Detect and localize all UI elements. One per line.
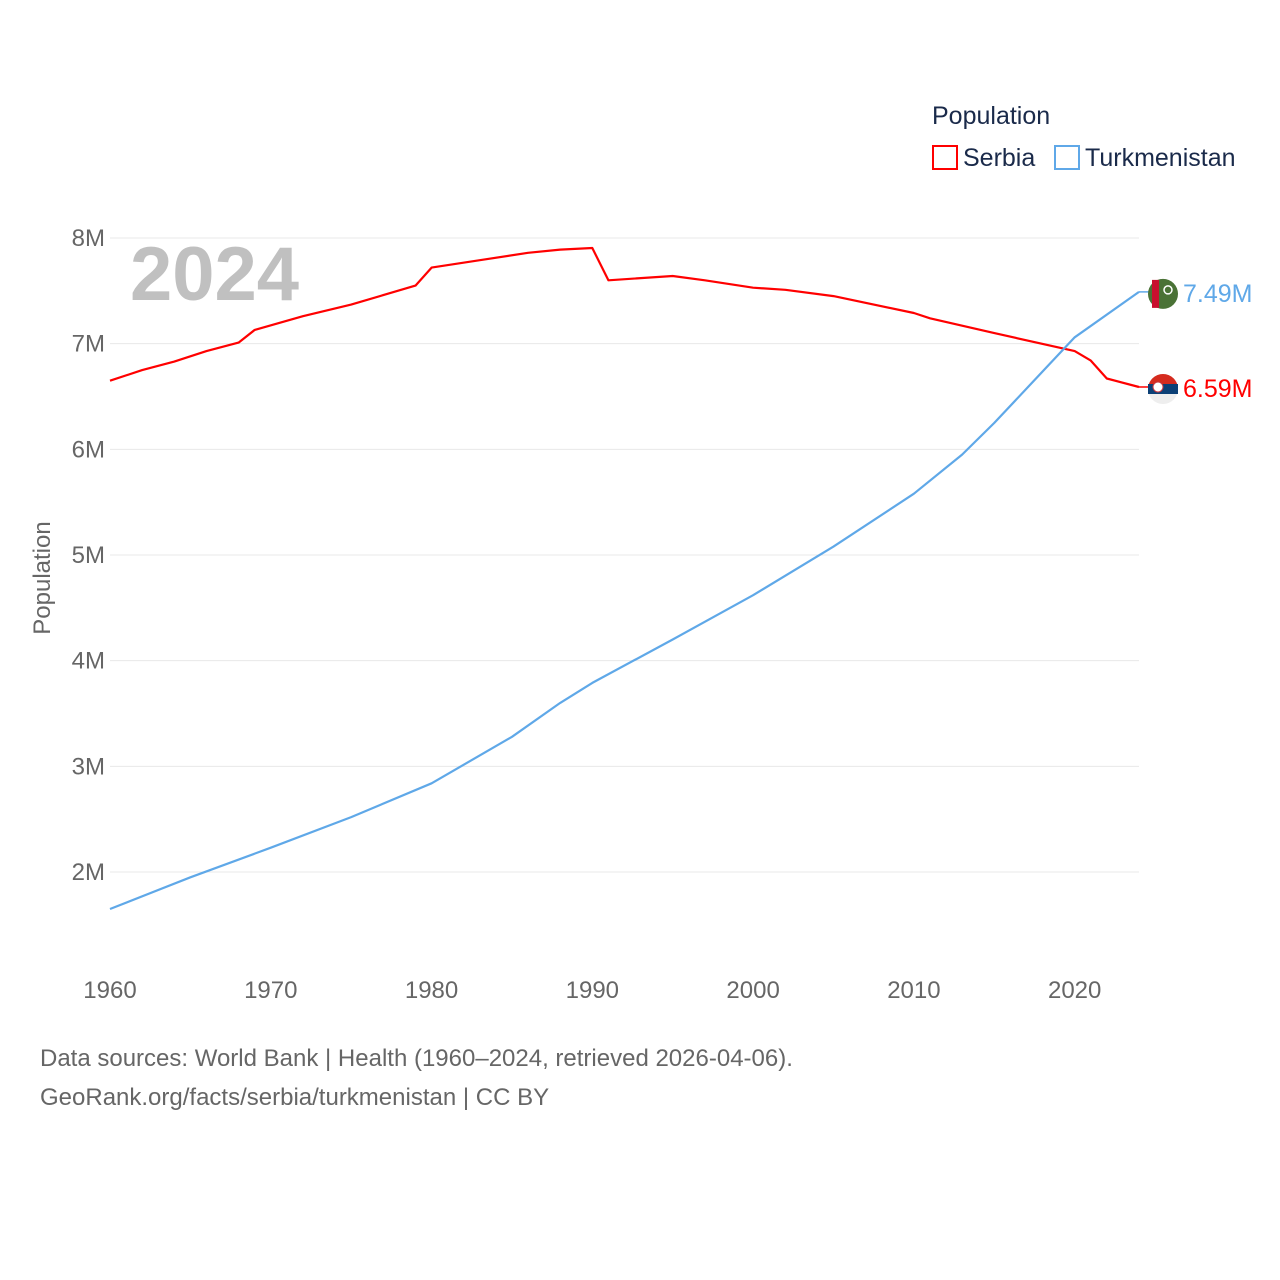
y-tick-label: 4M xyxy=(72,648,105,675)
end-value-label: 7.49M xyxy=(1183,280,1252,308)
legend-swatch-serbia[interactable] xyxy=(932,145,958,170)
flag-icon-turkmenistan xyxy=(1148,278,1178,309)
x-tick-label: 1990 xyxy=(566,977,619,1004)
footer-sources: Data sources: World Bank | Health (1960–… xyxy=(40,1045,793,1072)
y-tick-label: 5M xyxy=(72,542,105,569)
flag-carpet-stripe xyxy=(1152,279,1159,308)
x-tick-label: 2010 xyxy=(887,977,940,1004)
legend-title: Population xyxy=(932,102,1050,130)
legend-swatch-turkmenistan[interactable] xyxy=(1054,145,1080,170)
legend-label-serbia[interactable]: Serbia xyxy=(963,144,1035,172)
series-lines xyxy=(109,246,1140,911)
x-tick-label: 2020 xyxy=(1048,977,1101,1004)
end-labels: 6.59M 7.49M xyxy=(1139,278,1252,404)
flag-crescent xyxy=(1163,285,1173,295)
year-watermark: 2024 xyxy=(130,232,299,317)
x-tick-label: 1960 xyxy=(83,977,136,1004)
y-axis-label: Population xyxy=(29,521,56,634)
series-line-serbia xyxy=(109,246,1140,389)
series-line-turkmenistan xyxy=(109,291,1140,911)
y-tick-label: 3M xyxy=(72,753,105,780)
y-tick-label: 8M xyxy=(72,225,105,252)
flag-emblem xyxy=(1152,381,1164,393)
legend-label-turkmenistan[interactable]: Turkmenistan xyxy=(1085,144,1236,172)
grid xyxy=(110,237,1139,873)
y-tick-label: 7M xyxy=(72,331,105,358)
legend[interactable]: Population Serbia Turkmenistan xyxy=(932,102,1236,172)
y-tick-label: 6M xyxy=(72,436,105,463)
x-tick-label: 1980 xyxy=(405,977,458,1004)
x-axis: 1960 1970 1980 1990 2000 2010 2020 xyxy=(83,977,1101,1004)
x-tick-label: 1970 xyxy=(244,977,297,1004)
end-value-label: 6.59M xyxy=(1183,375,1252,403)
footer-attribution[interactable]: GeoRank.org/facts/serbia/turkmenistan | … xyxy=(40,1084,550,1111)
y-tick-label: 2M xyxy=(72,859,105,886)
flag-icon-serbia xyxy=(1148,373,1178,404)
y-axis: 8M 7M 6M 5M 4M 3M 2M xyxy=(72,225,105,886)
x-tick-label: 2000 xyxy=(726,977,779,1004)
